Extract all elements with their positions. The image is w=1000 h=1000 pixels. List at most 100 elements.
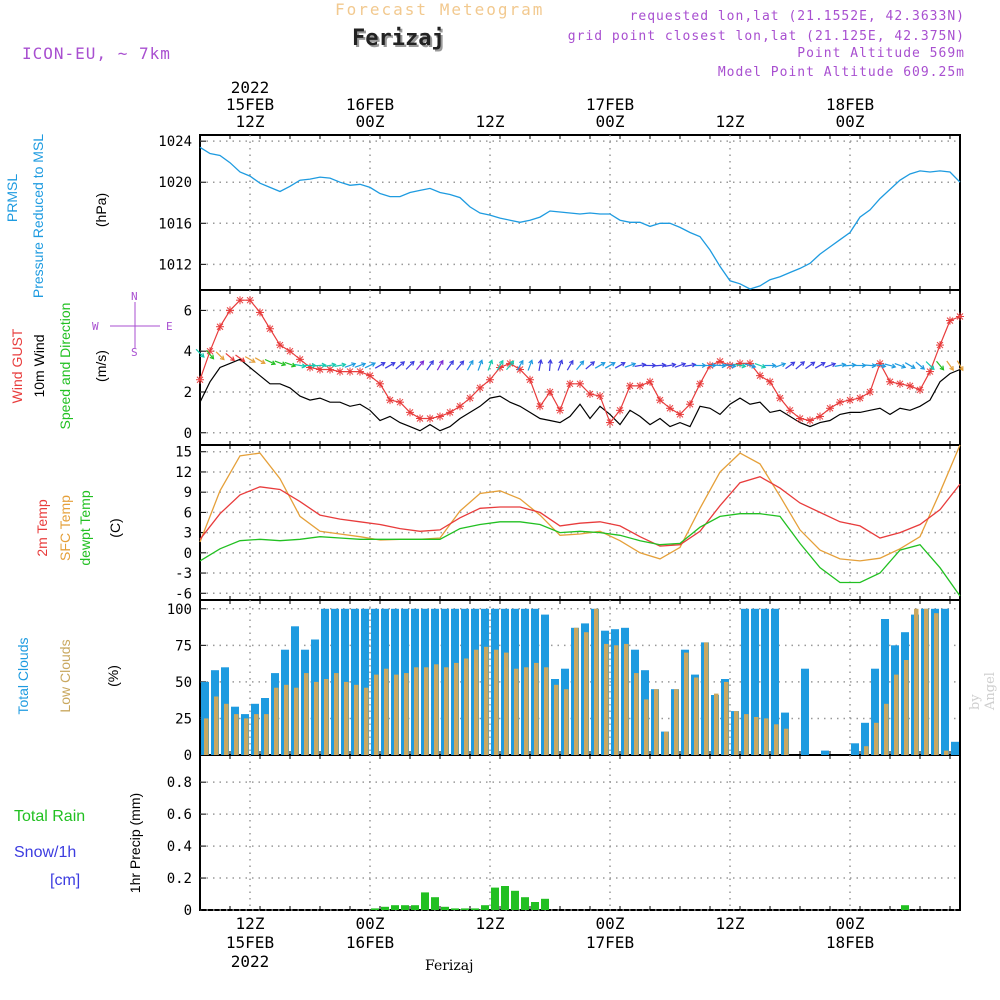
low-cloud-bar xyxy=(514,668,519,755)
low-cloud-bar xyxy=(234,714,239,755)
gust-marker-d2 xyxy=(606,419,614,426)
wind-arrow-head xyxy=(831,362,837,368)
top-time-label: 12Z xyxy=(476,112,505,131)
low-cloud-bar xyxy=(744,714,749,755)
wind-arrow-head xyxy=(891,363,897,369)
low-cloud-bar xyxy=(674,689,679,755)
gust-marker xyxy=(406,408,414,417)
gust-marker-d2 xyxy=(866,388,874,396)
low-cloud-bar xyxy=(344,681,349,755)
rain-bar xyxy=(521,897,529,910)
wind-arrow-head xyxy=(509,360,515,366)
gust-marker xyxy=(916,385,924,394)
bottom-time-label: 00Z xyxy=(356,914,385,933)
low-cloud-bar xyxy=(204,718,209,755)
low-cloud-bar xyxy=(664,731,669,755)
gust-marker-d2 xyxy=(926,368,934,375)
gust-marker-d2 xyxy=(216,323,224,331)
wind-direction-arrow xyxy=(904,362,916,369)
gust-marker xyxy=(886,377,894,386)
wind-direction-arrow xyxy=(894,363,906,368)
wind-arrow-head xyxy=(631,362,637,368)
gust-marker-d2 xyxy=(766,378,774,386)
wind-direction-arrow xyxy=(874,363,886,367)
gust-marker-d2 xyxy=(286,347,294,355)
low-cloud-bar xyxy=(884,703,889,755)
gust-marker xyxy=(776,394,784,403)
rain-bar xyxy=(421,892,429,910)
low-cloud-bar xyxy=(244,718,249,755)
footer-station: Ferizaj xyxy=(425,958,474,974)
total-cloud-bar xyxy=(801,668,809,755)
wind-direction-arrow xyxy=(527,360,533,371)
top-time-label: 00Z xyxy=(836,112,865,131)
wind-direction-arrow xyxy=(774,363,786,368)
gust-marker xyxy=(896,379,904,388)
y-tick-label: 6 xyxy=(184,505,192,521)
low-cloud-bar xyxy=(914,608,919,755)
compass-s: S xyxy=(131,346,138,359)
total-cloud-bar xyxy=(771,608,779,755)
wind-arrow-head xyxy=(871,363,877,369)
gust-marker-d2 xyxy=(546,388,554,396)
wind-arrow-head xyxy=(380,362,386,367)
low-cloud-bar xyxy=(654,689,659,755)
gust-marker-d2 xyxy=(346,368,354,375)
gust-marker-d2 xyxy=(526,376,534,384)
low-cloud-bar xyxy=(394,674,399,755)
gust-marker-d2 xyxy=(586,390,594,398)
low-cloud-bar xyxy=(904,660,909,755)
gust-marker-d2 xyxy=(676,411,684,418)
gust-marker xyxy=(286,347,294,356)
low-cloud-bar xyxy=(484,646,489,755)
gust-marker-d2 xyxy=(796,415,804,422)
y-tick-label: 100 xyxy=(167,602,192,618)
low-cloud-bar xyxy=(334,673,339,755)
wind-arrow-head xyxy=(691,362,697,368)
wind-arrow-head xyxy=(800,361,806,366)
y-tick-label: 1020 xyxy=(158,175,192,191)
gust-marker-d2 xyxy=(386,396,394,404)
bottom-time-label: 17FEB xyxy=(586,933,634,952)
low-cloud-bar xyxy=(724,681,729,755)
station-name: Ferizaj xyxy=(352,26,445,51)
compass-w: W xyxy=(92,320,99,333)
wind-arrow-head xyxy=(429,360,434,365)
wind-arrow-head xyxy=(478,359,484,365)
low-cloud-bar xyxy=(534,662,539,755)
gust-marker-d2 xyxy=(376,380,384,388)
wind-direction-arrow xyxy=(354,363,366,368)
total-cloud-bar xyxy=(741,608,749,755)
gust-marker-d2 xyxy=(916,386,924,394)
wind-direction-arrow xyxy=(744,363,756,368)
gust-marker-d2 xyxy=(716,358,724,365)
wind-direction-arrow xyxy=(664,363,676,367)
wind-direction-arrow xyxy=(456,360,464,371)
wind-arrow-head xyxy=(681,362,687,368)
gust-marker-d2 xyxy=(566,380,574,388)
low-cloud-bar xyxy=(424,667,429,755)
wind-arrow-head xyxy=(301,363,307,369)
gust-marker-d2 xyxy=(406,409,414,416)
wind-direction-arrow xyxy=(674,363,686,368)
wind-direction-arrow xyxy=(416,360,424,371)
wind-arrow-head xyxy=(929,365,935,371)
gust-marker xyxy=(716,357,724,366)
wind-direction-arrow xyxy=(915,361,925,370)
gust-marker-d2 xyxy=(316,366,324,373)
wind-direction-arrow xyxy=(374,362,386,369)
low-cloud-bar xyxy=(894,674,899,755)
wind-direction-arrow xyxy=(264,358,276,365)
low-cloud-bar xyxy=(264,714,269,755)
wind-direction-arrow xyxy=(884,363,896,368)
bottom-time-label: 16FEB xyxy=(346,933,394,952)
gust-marker xyxy=(676,410,684,419)
gust-marker-d2 xyxy=(636,382,644,390)
low-cloud-bar xyxy=(504,652,509,755)
gust-marker-d2 xyxy=(426,415,434,422)
low-cloud-bar xyxy=(864,746,869,755)
wind-arrow-head xyxy=(219,355,225,361)
wind-arrow-head xyxy=(390,362,396,367)
y-tick-label: 0.8 xyxy=(167,775,192,791)
low-cloud-bar xyxy=(214,696,219,755)
